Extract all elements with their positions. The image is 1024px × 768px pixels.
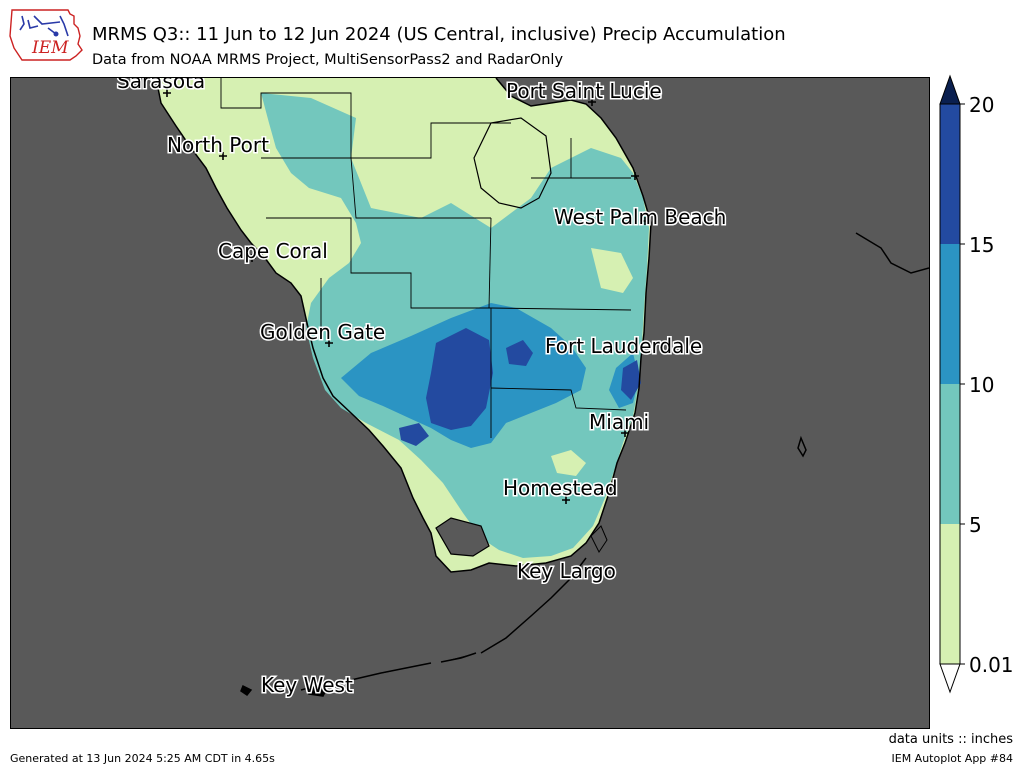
- city-label-golden-gate: Golden Gate: [260, 320, 385, 344]
- colorbar-extend-max: [939, 74, 961, 105]
- biscayne-bay: [590, 525, 608, 553]
- city-label-north-port: North Port: [167, 133, 269, 157]
- colorbar-bin-10-15: [940, 244, 960, 384]
- coastline: [155, 78, 929, 654]
- lake-okeechobee: [473, 117, 552, 209]
- colorbar-tick-001: 0.01: [969, 653, 1014, 677]
- colorbar-tick-15: 15: [969, 233, 994, 257]
- colorbar-bin-0-5: [940, 524, 960, 664]
- data-units-label: data units :: inches: [888, 732, 1013, 747]
- logo-text: IEM: [31, 38, 69, 58]
- colorbar-extend-min: [939, 663, 961, 694]
- dry-patch-palm-beach: [591, 248, 633, 293]
- florida-bay: [435, 517, 490, 557]
- colorbar-ticks: [960, 103, 965, 665]
- colorbar-bin-5-10: [940, 384, 960, 524]
- city-label-cape-coral: Cape Coral: [218, 239, 328, 263]
- city-label-port-saint-lucie: Port Saint Lucie: [506, 79, 662, 103]
- colorbar-tick-20: 20: [969, 93, 994, 117]
- generated-timestamp: Generated at 13 Jun 2024 5:25 AM CDT in …: [10, 752, 275, 765]
- map-canvas: Sarasota Port Saint Lucie North Port Wes…: [11, 78, 929, 728]
- colorbar-tick-10: 10: [969, 373, 994, 397]
- precip-zone-15-20-coast: [621, 360, 641, 400]
- colorbar-tick-5: 5: [969, 513, 982, 537]
- precip-zone-15-20-south: [399, 423, 429, 446]
- city-label-homestead: Homestead: [503, 476, 618, 500]
- colorbar-bin-15-20: [940, 104, 960, 244]
- city-label-fort-lauderdale: Fort Lauderdale: [545, 334, 702, 358]
- precip-map: Sarasota Port Saint Lucie North Port Wes…: [10, 77, 930, 729]
- precip-colorbar: 20 15 10 5 0.01: [939, 74, 1014, 694]
- precip-zone-15-20: [426, 328, 493, 430]
- city-label-west-palm-beach: West Palm Beach: [554, 205, 726, 229]
- dry-patch-homestead: [551, 450, 586, 476]
- dry-patch-north: [446, 118, 521, 193]
- precip-zone-15-20-east: [506, 340, 533, 366]
- city-markers: [163, 89, 649, 504]
- app-id-label: IEM Autoplot App #84: [891, 752, 1014, 765]
- iem-logo: IEM: [9, 9, 83, 61]
- city-label-key-largo: Key Largo: [517, 559, 616, 583]
- city-label-sarasota: Sarasota: [117, 78, 205, 93]
- city-label-miami: Miami: [589, 410, 649, 434]
- city-label-key-west: Key West: [261, 673, 353, 697]
- page-title: MRMS Q3:: 11 Jun to 12 Jun 2024 (US Cent…: [92, 24, 786, 45]
- county-borders: [220, 78, 632, 438]
- page-subtitle: Data from NOAA MRMS Project, MultiSensor…: [92, 52, 564, 68]
- florida-keys: [240, 652, 477, 697]
